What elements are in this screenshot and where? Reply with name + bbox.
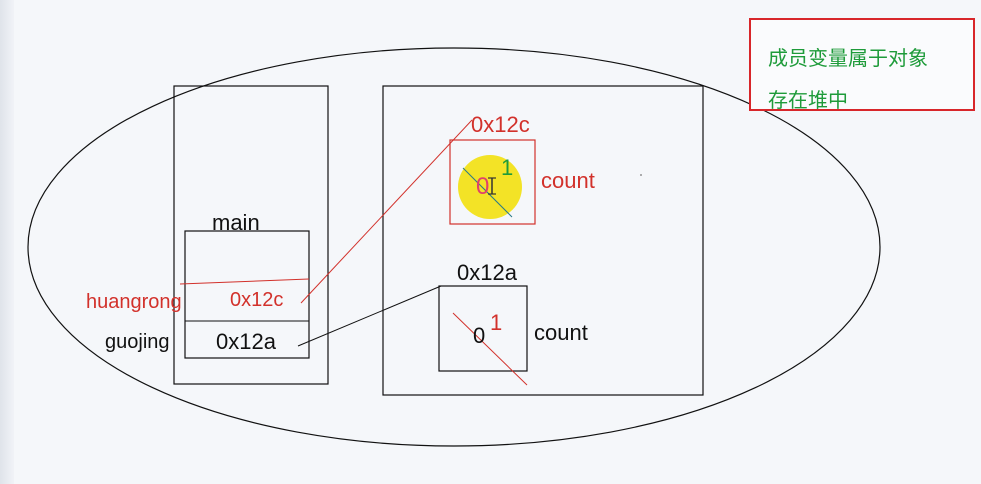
guojing-var-label: guojing [105, 331, 170, 353]
note-line-1: 成员变量属于对象 [768, 46, 928, 70]
stray-dot [640, 174, 642, 176]
annotation-note: 成员变量属于对象 存在堆中 [749, 18, 975, 112]
memory-ellipse [27, 47, 881, 447]
bottom-strike-line [452, 312, 528, 386]
note-line-2: 存在堆中 [768, 88, 848, 112]
object-0x12c-new-value: 1 [501, 155, 514, 180]
guojing-value: 0x12a [216, 329, 276, 354]
cursor-highlight [458, 155, 522, 219]
main-frame-label: main [212, 210, 260, 235]
object-0x12c-old-value: 0 [476, 173, 490, 200]
object-0x12a-address: 0x12a [457, 260, 517, 285]
huangrong-value: 0x12c [230, 289, 284, 311]
object-0x12a-old-value: 0 [473, 323, 486, 348]
object-0x12c-box [449, 139, 536, 225]
heap-area [382, 85, 704, 396]
object-0x12a-field: count [534, 320, 588, 345]
window-edge [0, 0, 14, 484]
object-0x12c-field: count [541, 168, 595, 193]
pointer-huangrong [300, 119, 473, 304]
object-0x12c-address: 0x12c [471, 112, 530, 137]
stack-area [173, 85, 329, 385]
huangrong-var-label: huangrong [86, 291, 182, 313]
huangrong-slot-line [179, 278, 310, 285]
pointer-guojing [297, 285, 442, 347]
object-0x12a-new-value: 1 [490, 310, 503, 335]
top-strike-line [462, 167, 513, 218]
object-0x12a-box [438, 285, 528, 372]
